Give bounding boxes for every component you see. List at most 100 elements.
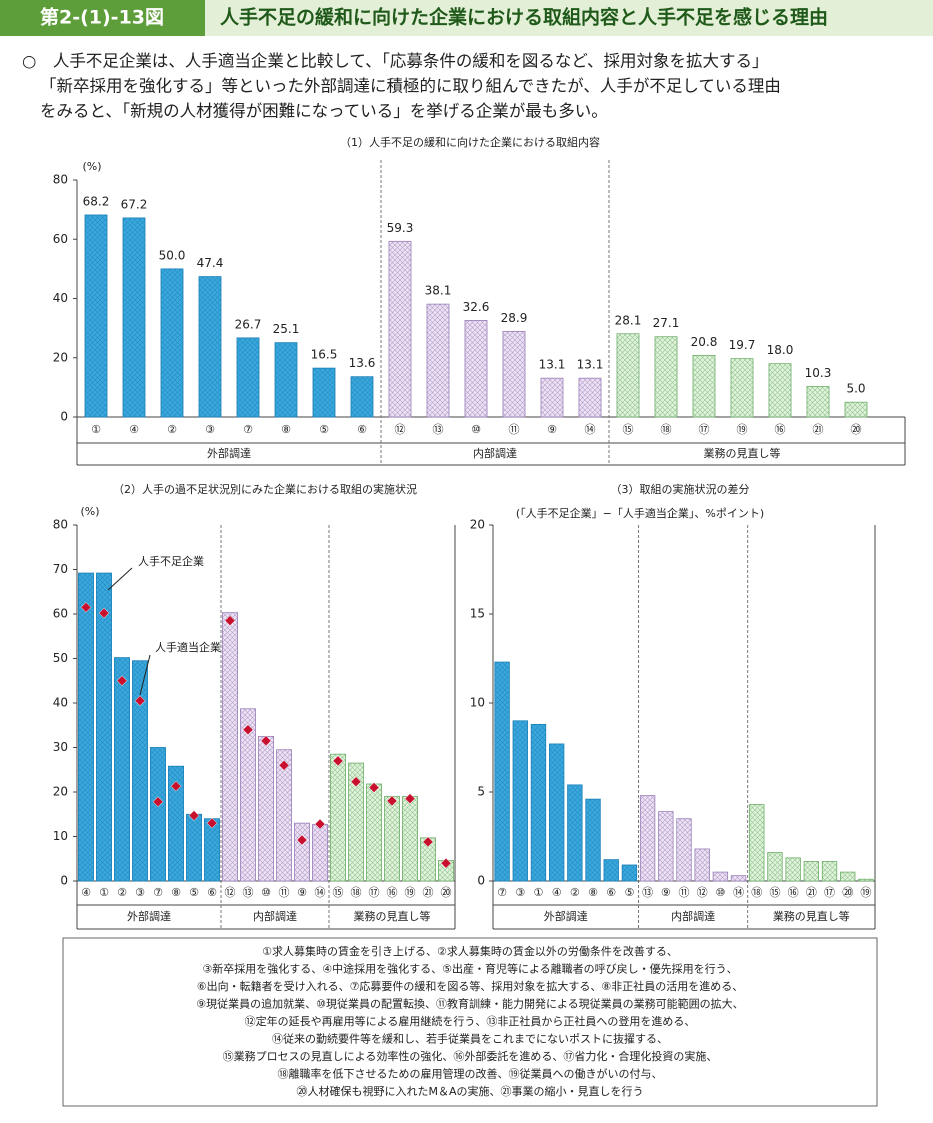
y-tick-label: 20 bbox=[53, 350, 68, 364]
value-label: 67.2 bbox=[121, 197, 148, 211]
bar bbox=[84, 214, 108, 418]
bar bbox=[512, 720, 528, 882]
bar bbox=[502, 330, 526, 418]
bar bbox=[168, 765, 184, 882]
group-label: 内部調達 bbox=[473, 446, 517, 460]
y-tick-label: 80 bbox=[53, 173, 68, 187]
x-tick-label: ⑤ bbox=[624, 886, 634, 899]
y-tick-label: 70 bbox=[53, 562, 68, 576]
bar bbox=[348, 762, 364, 882]
marker bbox=[386, 795, 398, 807]
marker bbox=[314, 818, 326, 830]
bar bbox=[803, 861, 820, 882]
bar bbox=[402, 796, 418, 882]
y-tick-label: 20 bbox=[470, 518, 485, 532]
summary-line: 「新卒採用を強化する」等といった外部調達に積極的に取り組んできたが、人手が不足し… bbox=[40, 77, 781, 96]
note-line: ⑱離職率を低下させるための雇用管理の改善、⑲従業員への働きがいの付与、 bbox=[278, 1067, 663, 1081]
value-label: 13.6 bbox=[349, 356, 376, 370]
value-label: 13.1 bbox=[539, 358, 566, 372]
x-tick-label: ⑩ bbox=[471, 423, 481, 436]
bar bbox=[96, 572, 112, 882]
marker bbox=[170, 780, 182, 792]
x-tick-label: ⑳ bbox=[842, 886, 853, 899]
note-line: ⑭従来の勤続要件等を緩和し、若手従業員をこれまでにないポストに抜擢する、 bbox=[272, 1032, 668, 1046]
bar bbox=[840, 871, 856, 882]
value-label: 5.0 bbox=[846, 382, 865, 396]
x-tick-label: ② bbox=[570, 886, 580, 899]
marker bbox=[260, 735, 272, 747]
x-tick-label: ⑯ bbox=[387, 886, 398, 899]
callout-label: 人手適当企業 bbox=[155, 640, 221, 654]
value-label: 20.8 bbox=[691, 335, 718, 349]
x-tick-label: ⑲ bbox=[405, 886, 416, 899]
bar bbox=[767, 852, 783, 882]
x-tick-label: ⑥ bbox=[207, 886, 217, 899]
marker bbox=[332, 755, 344, 767]
header-label: 第2-(1)-13図 bbox=[40, 6, 164, 29]
x-tick-label: ⑬ bbox=[243, 886, 254, 899]
bar bbox=[78, 572, 94, 882]
note-line: ③新卒採用を強化する、④中途採用を強化する、⑤出産・育児等による離職者の呼び戻し… bbox=[202, 962, 737, 976]
marker bbox=[368, 782, 380, 793]
value-label: 27.1 bbox=[653, 316, 680, 330]
value-label: 16.5 bbox=[311, 348, 338, 362]
bar bbox=[464, 320, 488, 418]
y-tick-label: 10 bbox=[470, 696, 485, 710]
value-label: 18.0 bbox=[767, 343, 794, 357]
x-tick-label: ⑭ bbox=[585, 423, 596, 436]
x-tick-label: ⑪ bbox=[678, 886, 689, 899]
bar bbox=[858, 878, 874, 882]
x-tick-label: ⑭ bbox=[733, 886, 744, 899]
group-label: 業務の見直し等 bbox=[773, 909, 850, 923]
marker bbox=[152, 796, 164, 808]
x-tick-label: ⑰ bbox=[699, 423, 710, 436]
bar bbox=[621, 864, 638, 882]
x-tick-label: ④ bbox=[552, 886, 562, 899]
value-label: 19.7 bbox=[729, 338, 756, 352]
bar bbox=[294, 822, 310, 882]
x-tick-label: ⑨ bbox=[297, 886, 307, 899]
group-label: 外部調達 bbox=[207, 446, 251, 460]
marker bbox=[80, 601, 92, 613]
group-label: 内部調達 bbox=[253, 909, 297, 923]
x-tick-label: ① bbox=[99, 886, 109, 899]
y-tick-label: 0 bbox=[477, 874, 485, 888]
bar bbox=[676, 818, 692, 882]
marker bbox=[350, 776, 362, 788]
group-label: 内部調達 bbox=[671, 909, 715, 923]
marker bbox=[440, 857, 452, 869]
bar bbox=[312, 824, 328, 882]
x-tick-label: ⑱ bbox=[661, 423, 672, 436]
x-tick-label: ⑲ bbox=[737, 423, 748, 436]
note-line: ⑫定年の延長や再雇用等による雇用継続を行う、⑬非正社員から正社員への登用を進める… bbox=[245, 1014, 696, 1028]
bar bbox=[276, 749, 292, 882]
bar bbox=[768, 363, 792, 418]
bar bbox=[198, 276, 222, 418]
bar bbox=[692, 354, 716, 418]
bar bbox=[578, 377, 602, 418]
bar bbox=[160, 268, 184, 418]
x-tick-label: ⑫ bbox=[225, 886, 236, 899]
x-tick-label: ⑪ bbox=[279, 886, 290, 899]
bar bbox=[567, 784, 583, 882]
chart-title: （3）取組の実施状況の差分 bbox=[611, 482, 750, 496]
marker bbox=[278, 759, 290, 771]
bar bbox=[730, 358, 754, 418]
x-tick-label: ① bbox=[91, 423, 101, 436]
bar bbox=[821, 861, 838, 882]
x-tick-label: ③ bbox=[515, 886, 525, 899]
x-tick-label: ⑤ bbox=[319, 423, 329, 436]
chart-subtitle: (「人手不足企業」−「人手適当企業」、%ポイント) bbox=[516, 506, 764, 520]
axis-unit: (%) bbox=[82, 160, 101, 173]
x-tick-label: ⑲ bbox=[860, 886, 871, 899]
x-tick-label: ② bbox=[117, 886, 127, 899]
marker bbox=[404, 793, 416, 805]
callout-line bbox=[107, 567, 133, 591]
marker bbox=[206, 817, 218, 829]
x-tick-label: ③ bbox=[135, 886, 145, 899]
bar bbox=[258, 735, 274, 882]
bar bbox=[366, 783, 382, 882]
bar bbox=[585, 798, 601, 882]
bar bbox=[222, 612, 238, 882]
